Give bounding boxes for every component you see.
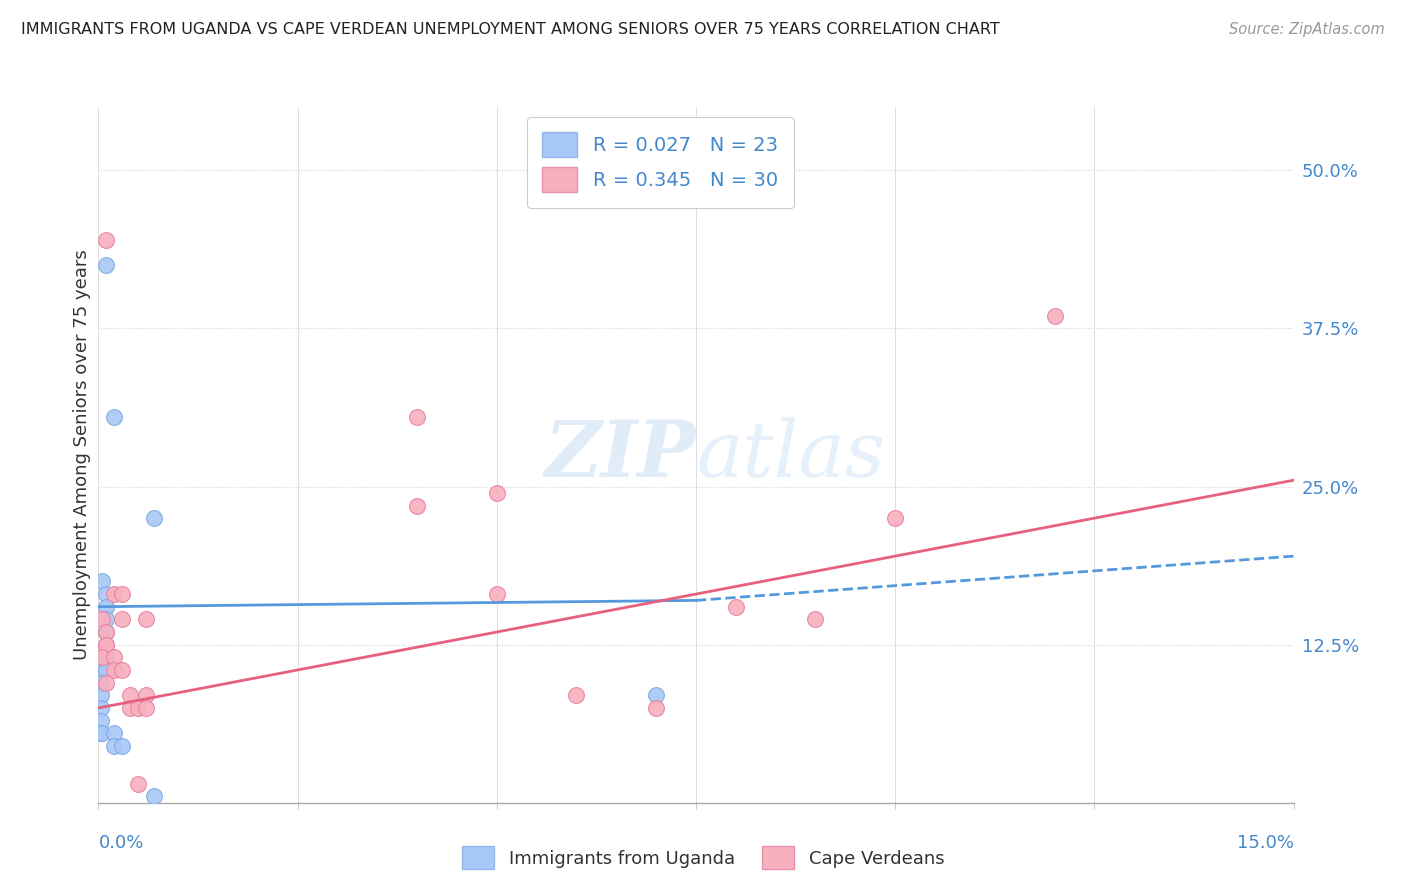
Point: [884, 511, 907, 525]
Point: [91, 650, 114, 665]
Point: [1043, 309, 1066, 323]
Point: [90, 726, 112, 740]
Point: [96, 599, 118, 614]
Point: [91, 726, 114, 740]
Point: [90, 714, 112, 728]
Legend: R = 0.027   N = 23, R = 0.345   N = 30: R = 0.027 N = 23, R = 0.345 N = 30: [527, 117, 793, 208]
Point: [96, 663, 118, 677]
Point: [96, 638, 118, 652]
Point: [96, 650, 118, 665]
Point: [120, 701, 142, 715]
Point: [406, 499, 429, 513]
Point: [485, 587, 508, 601]
Point: [103, 726, 125, 740]
Point: [91, 663, 114, 677]
Point: [120, 688, 142, 702]
Point: [111, 739, 134, 753]
Point: [103, 409, 125, 424]
Point: [96, 675, 118, 690]
Point: [143, 789, 166, 804]
Point: [103, 739, 125, 753]
Text: atlas: atlas: [696, 417, 884, 493]
Point: [724, 599, 747, 614]
Point: [485, 486, 508, 500]
Point: [143, 511, 166, 525]
Point: [103, 650, 125, 665]
Point: [96, 587, 118, 601]
Point: [111, 612, 134, 626]
Point: [135, 688, 157, 702]
Point: [135, 612, 157, 626]
Point: [96, 625, 118, 640]
Point: [645, 701, 668, 715]
Point: [90, 675, 112, 690]
Point: [96, 612, 118, 626]
Text: Source: ZipAtlas.com: Source: ZipAtlas.com: [1229, 22, 1385, 37]
Legend: Immigrants from Uganda, Cape Verdeans: Immigrants from Uganda, Cape Verdeans: [453, 838, 953, 879]
Point: [91, 574, 114, 589]
Point: [565, 688, 588, 702]
Text: 0.0%: 0.0%: [98, 834, 143, 852]
Point: [103, 663, 125, 677]
Point: [111, 587, 134, 601]
Point: [96, 625, 118, 640]
Point: [90, 688, 112, 702]
Text: IMMIGRANTS FROM UGANDA VS CAPE VERDEAN UNEMPLOYMENT AMONG SENIORS OVER 75 YEARS : IMMIGRANTS FROM UGANDA VS CAPE VERDEAN U…: [21, 22, 1000, 37]
Point: [90, 701, 112, 715]
Text: ZIP: ZIP: [544, 417, 696, 493]
Point: [406, 409, 429, 424]
Y-axis label: Unemployment Among Seniors over 75 years: Unemployment Among Seniors over 75 years: [73, 250, 91, 660]
Point: [103, 587, 125, 601]
Point: [127, 777, 149, 791]
Point: [91, 612, 114, 626]
Point: [127, 701, 149, 715]
Point: [96, 233, 118, 247]
Point: [111, 663, 134, 677]
Text: 15.0%: 15.0%: [1236, 834, 1294, 852]
Point: [804, 612, 827, 626]
Point: [135, 701, 157, 715]
Point: [96, 638, 118, 652]
Point: [96, 258, 118, 272]
Point: [91, 650, 114, 665]
Point: [645, 688, 668, 702]
